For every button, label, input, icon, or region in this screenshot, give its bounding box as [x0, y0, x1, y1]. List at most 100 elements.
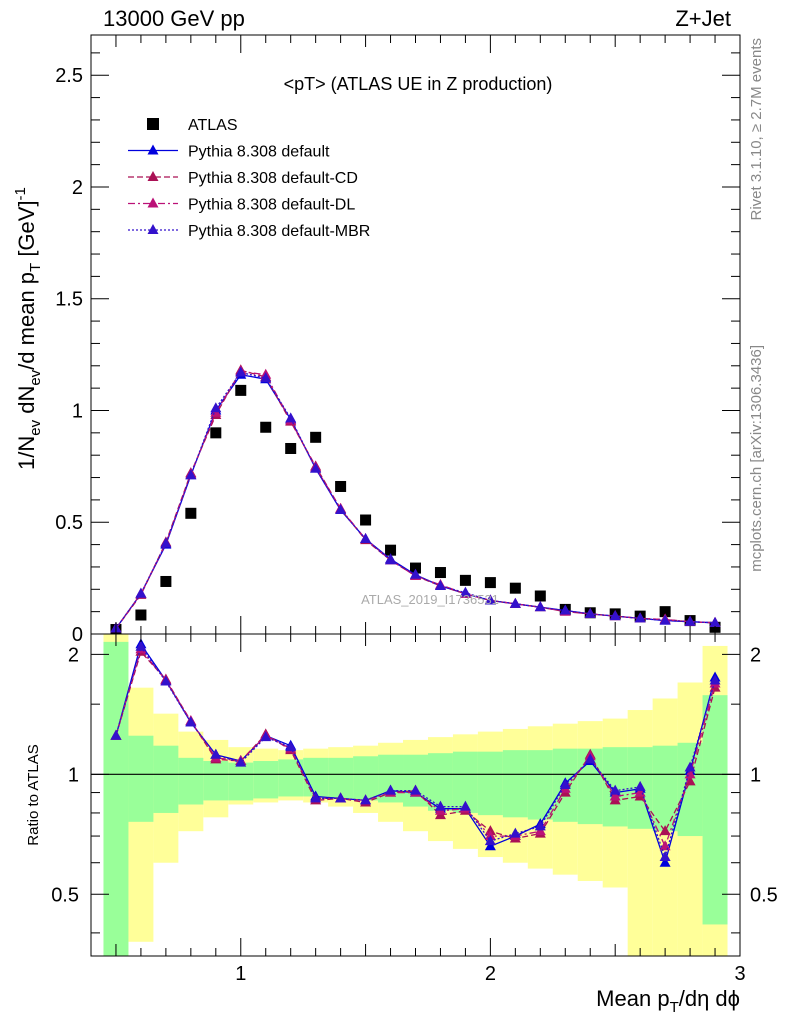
series-marker [185, 469, 197, 480]
band-inner [702, 695, 728, 925]
main-ytick-label: 2.5 [55, 65, 83, 87]
series-marker [459, 586, 471, 597]
series-line [115, 371, 716, 629]
band-inner [652, 745, 678, 832]
xtick-label: 2 [485, 963, 496, 985]
ratio-ytick-label: 2 [68, 644, 79, 666]
ratio-marker [584, 753, 596, 764]
ratio-marker [609, 790, 621, 801]
ratio-ytick-label-right: 1 [750, 764, 761, 786]
legend-label: Pythia 8.308 default [188, 144, 330, 161]
series-marker [385, 554, 397, 565]
legend-item: Pythia 8.308 default [128, 144, 330, 161]
band-inner [153, 745, 179, 813]
ratio-marker [659, 856, 671, 867]
data-point [185, 507, 197, 519]
series-line [115, 370, 716, 629]
series-line [115, 373, 716, 629]
band-inner [527, 750, 553, 820]
ratio-ytick-label: 0.5 [51, 884, 79, 906]
series-marker [210, 402, 222, 413]
ratio-marker [210, 748, 222, 759]
ratio-marker [385, 784, 397, 795]
ratio-marks [91, 634, 740, 956]
legend-item: Pythia 8.308 default-MBR [128, 223, 370, 240]
ratio-marker [335, 792, 347, 803]
series-mbr [110, 366, 721, 633]
band-inner [178, 757, 204, 805]
legend-marker [147, 144, 159, 155]
series-marker [434, 579, 446, 590]
band-inner [502, 750, 528, 818]
ratio-marker [235, 756, 247, 767]
ratio-marker [509, 827, 521, 838]
series-marker [135, 587, 147, 598]
series-marker [634, 612, 646, 623]
ratio-marker [684, 775, 696, 786]
series-marker [160, 537, 172, 548]
band-inner [353, 756, 379, 801]
ratio-marker [360, 794, 372, 805]
legend-item: ATLAS [147, 117, 238, 134]
legend-label: Pythia 8.308 default-CD [188, 170, 358, 187]
series-marker [709, 616, 721, 627]
series-marker [684, 615, 696, 626]
ratio-marker [310, 792, 322, 803]
data-point [210, 427, 222, 439]
band-inner [253, 761, 279, 799]
band-inner [128, 735, 154, 822]
ratio-marker [709, 674, 721, 685]
ratio-marker [684, 761, 696, 772]
main-ytick-label: 1.5 [55, 289, 83, 311]
header-right: Z+Jet [675, 6, 731, 31]
series-marker [534, 601, 546, 612]
ratio-marker [659, 840, 671, 851]
ratio-marker [434, 800, 446, 811]
main-marks [110, 364, 721, 636]
band-inner [677, 742, 703, 837]
series-marker [260, 372, 272, 383]
legend-item: Pythia 8.308 default-CD [128, 170, 358, 187]
y-axis-label-main-text: 1/Nev dNev/d mean pT [GeV]-1 [12, 187, 44, 470]
ratio-marker [110, 729, 122, 740]
ratio-marker [160, 675, 172, 686]
y-axis-label-ratio: Ratio to ATLAS [25, 744, 42, 845]
band-inner [328, 757, 354, 799]
series-marker [659, 614, 671, 625]
data-point [534, 590, 546, 602]
series-line [115, 369, 716, 629]
series-marker [584, 607, 596, 618]
ratio-marker [659, 825, 671, 836]
main-ytick-label: 0.5 [55, 512, 83, 534]
x-axis-label: Mean pT/dη dϕ [596, 986, 740, 1016]
ratio-ytick-label-right: 0.5 [750, 884, 778, 906]
band-outer [627, 710, 653, 956]
ratio-marker [285, 741, 297, 752]
data-point [509, 582, 521, 594]
main-ytick-label: 1 [72, 400, 83, 422]
series-marker [484, 594, 496, 605]
ratio-marker [484, 835, 496, 846]
data-point [260, 421, 272, 433]
data-point [160, 575, 172, 587]
series-marker [410, 568, 421, 579]
xtick-label: 3 [734, 963, 745, 985]
series-marker [360, 533, 372, 544]
ratio-marker [260, 731, 272, 742]
ratio-marker [459, 800, 471, 811]
legend-label: Pythia 8.308 default-MBR [188, 223, 370, 240]
data-point [385, 544, 397, 556]
data-point [360, 514, 372, 526]
ratio-marker [634, 780, 646, 791]
plot-title: <pT> (ATLAS UE in Z production) [284, 74, 553, 94]
band-inner [103, 641, 129, 956]
series-marker [285, 412, 297, 423]
data-point [459, 574, 471, 586]
rivet-label: Rivet 3.1.10, ≥ 2.7M events [748, 38, 765, 221]
mcplots-label: mcplots.cern.ch [arXiv:1306.3436] [748, 345, 765, 572]
ratio-marker [185, 716, 197, 727]
ratio-marker [609, 784, 621, 795]
main-panel: 0 0.5 1 1.5 2 2.5 <pT> (ATLAS UE in Z product… [55, 34, 741, 646]
data-point [335, 480, 347, 492]
